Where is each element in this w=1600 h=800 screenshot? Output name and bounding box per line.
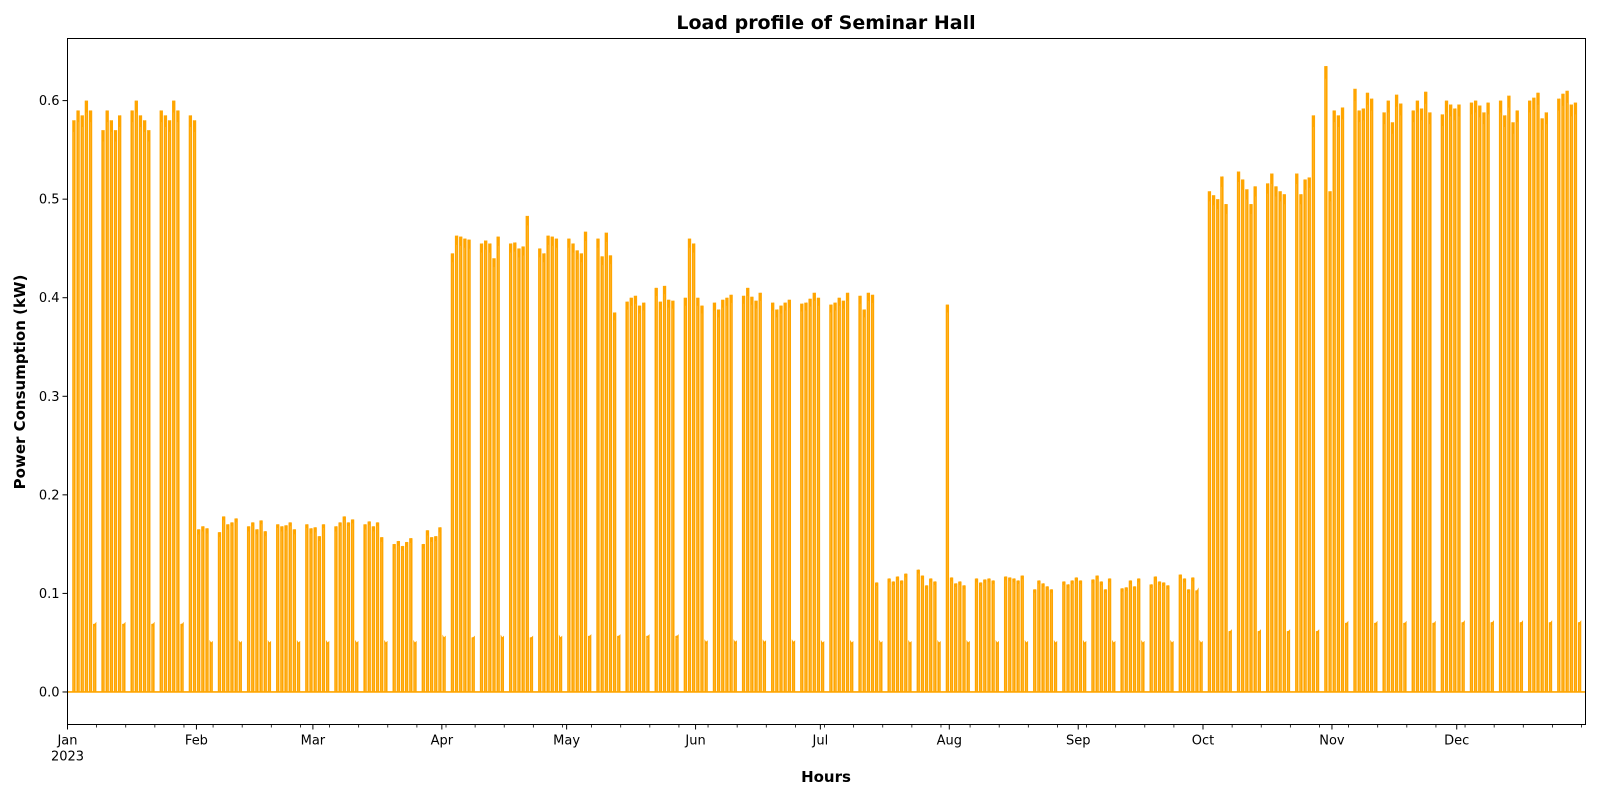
load-series-line <box>67 66 1586 693</box>
x-tick-label: Sep <box>1066 734 1091 749</box>
x-tick-label: Aug <box>937 734 962 749</box>
y-tick-label: 0.1 <box>39 587 60 602</box>
y-tick-label: 0.3 <box>39 390 60 405</box>
x-tick-sublabel: 2023 <box>51 750 84 765</box>
chart-title: Load profile of Seminar Hall <box>676 12 975 34</box>
x-tick-label: Oct <box>1192 734 1214 749</box>
y-tick-label: 0.2 <box>39 488 60 503</box>
y-tick-label: 0.5 <box>39 193 60 208</box>
x-tick-label: Apr <box>431 734 454 749</box>
plot-frame <box>67 38 1586 725</box>
x-tick-label: Mar <box>301 734 326 749</box>
y-tick-label: 0.6 <box>39 94 60 109</box>
y-tick-label: 0.4 <box>39 291 60 306</box>
x-tick-label: Feb <box>185 734 208 749</box>
x-tick-label: Jan <box>56 734 77 749</box>
x-tick-label: Jul <box>812 734 829 749</box>
x-axis-title: Hours <box>801 768 851 786</box>
x-tick-label: May <box>553 734 580 749</box>
x-tick-label: Dec <box>1444 734 1469 749</box>
x-tick-label: Jun <box>684 734 705 749</box>
y-tick-label: 0.0 <box>39 685 60 700</box>
y-axis-title: Power Consumption (kW) <box>11 275 29 490</box>
y-axis: 0.0 0.1 0.2 0.3 0.4 0.5 0.6 <box>39 94 68 700</box>
x-tick-label: Nov <box>1319 734 1345 749</box>
load-line-path <box>72 66 1582 692</box>
